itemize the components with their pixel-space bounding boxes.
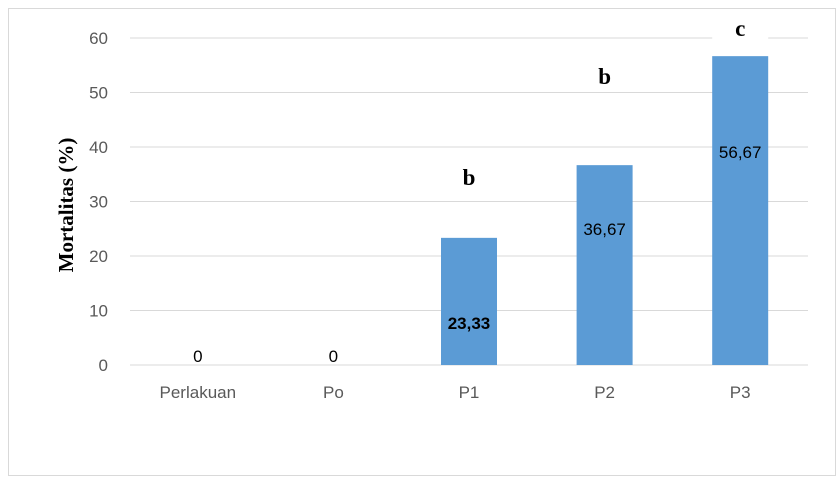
x-tick-label: P1 <box>459 383 480 402</box>
letter-background <box>712 10 769 46</box>
y-tick-label: 60 <box>89 29 108 48</box>
bar <box>712 56 769 365</box>
significance-letter: c <box>735 16 745 41</box>
y-tick-label: 50 <box>89 84 108 103</box>
chart-labels: 0 10 20 30 40 50 60 Perlakuan 0 Po 0 P1 23,33 b P2 36,6… <box>89 10 769 402</box>
y-tick-label: 20 <box>89 247 108 266</box>
y-axis-label: Mortalitas (%) <box>54 138 78 273</box>
bars <box>441 56 769 365</box>
letter-background <box>441 162 497 192</box>
x-tick-label: Po <box>323 383 344 402</box>
bar <box>576 165 633 365</box>
gridlines <box>130 37 808 366</box>
data-label: 23,33 <box>448 314 491 333</box>
y-tick-label: 10 <box>89 302 108 321</box>
data-label: 0 <box>329 347 338 366</box>
letter-background <box>576 61 633 91</box>
significance-letter: b <box>463 165 476 190</box>
x-tick-label: P2 <box>594 383 615 402</box>
x-tick-label: Perlakuan <box>160 383 237 402</box>
bar <box>441 237 497 365</box>
y-tick-label: 30 <box>89 193 108 212</box>
y-tick-label: 0 <box>99 356 108 375</box>
x-tick-label: P3 <box>730 383 751 402</box>
data-label: 56,67 <box>719 143 762 162</box>
chart-frame <box>8 8 836 476</box>
significance-letter: b <box>598 64 611 89</box>
y-tick-label: 40 <box>89 138 108 157</box>
data-label: 36,67 <box>583 220 626 239</box>
data-label: 0 <box>193 347 202 366</box>
